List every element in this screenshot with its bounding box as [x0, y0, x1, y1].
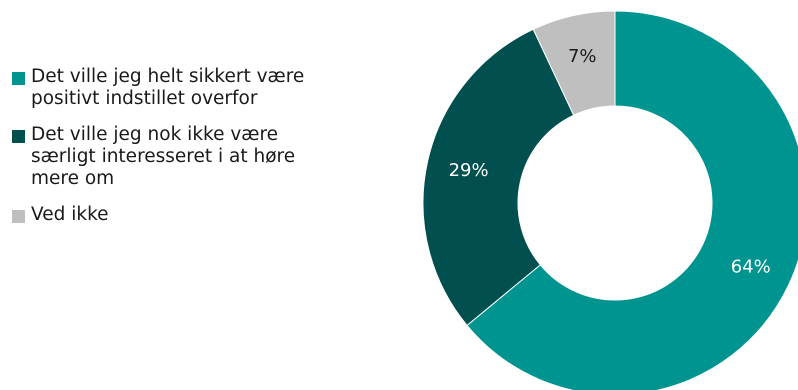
slice-not-interested [422, 28, 575, 327]
label-positive: 64% [731, 256, 771, 277]
legend-item-not-interested: Det ville jeg nok ikke være særligt inte… [12, 124, 342, 190]
legend-label-not-interested: Det ville jeg nok ikke være særligt inte… [31, 124, 296, 189]
donut-slices [422, 10, 798, 390]
legend-swatch-dont-know [12, 210, 25, 223]
slice-dont-know [532, 10, 616, 116]
legend-swatch-not-interested [12, 130, 25, 143]
slice-positive [466, 10, 798, 390]
chart-legend: Det ville jeg helt sikkert være positivt… [12, 66, 342, 240]
label-not-interested: 29% [449, 160, 489, 181]
legend-label-dont-know: Ved ikke [31, 204, 109, 225]
legend-swatch-positive [12, 72, 25, 85]
label-dont-know: 7% [568, 46, 597, 67]
donut-labels: 64% 29% 7% [449, 46, 771, 277]
legend-item-positive: Det ville jeg helt sikkert være positivt… [12, 66, 342, 110]
legend-item-dont-know: Ved ikke [12, 204, 342, 226]
legend-label-positive: Det ville jeg helt sikkert være positivt… [31, 66, 305, 109]
